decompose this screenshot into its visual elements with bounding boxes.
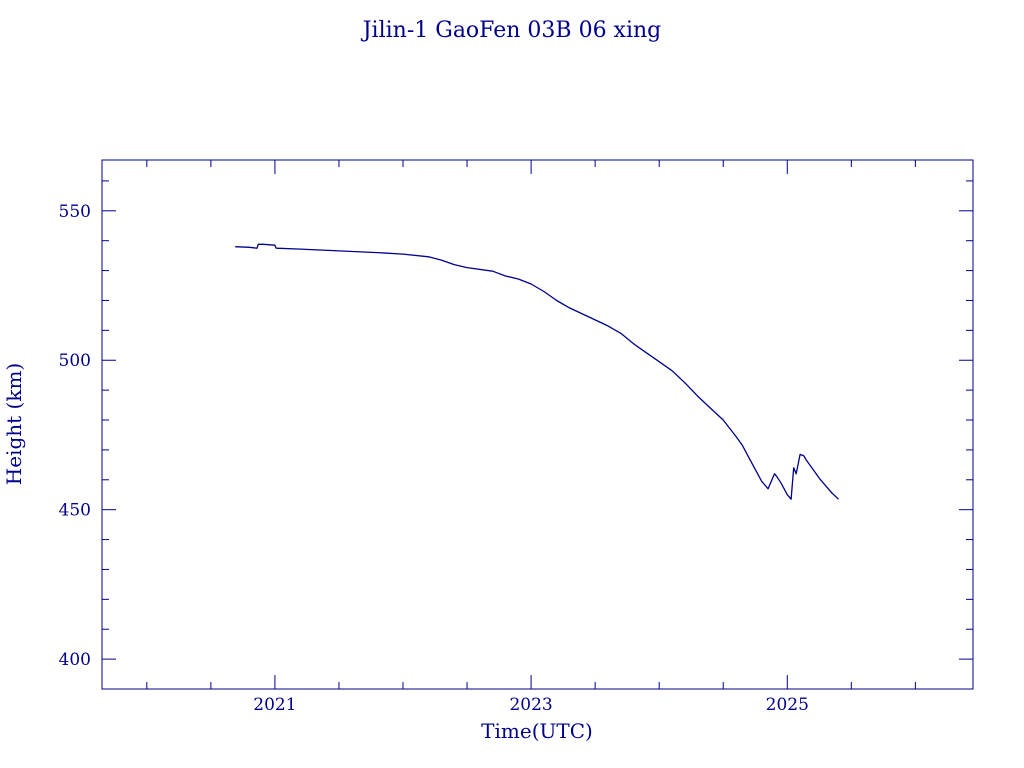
y-axis-ticks (102, 180, 973, 690)
y-tick-label: 500 (59, 351, 91, 371)
y-tick-label: 550 (59, 202, 91, 222)
height-series-line (235, 243, 839, 500)
y-axis-tick-labels: 400 450 500 550 (59, 202, 91, 670)
y-tick-label: 450 (59, 501, 91, 521)
x-tick-label: 2021 (253, 695, 296, 715)
x-axis-label: Time(UTC) (481, 719, 593, 743)
chart-title: Jilin-1 GaoFen 03B 06 xing (361, 18, 662, 43)
plot-frame (101, 159, 974, 690)
y-tick-label: 400 (59, 650, 91, 670)
x-tick-label: 2025 (766, 695, 809, 715)
x-axis-tick-labels: 2021 2023 2025 (253, 695, 809, 715)
x-tick-label: 2023 (509, 695, 552, 715)
y-axis-label: Height (km) (2, 363, 26, 485)
x-axis-ticks (146, 160, 916, 689)
